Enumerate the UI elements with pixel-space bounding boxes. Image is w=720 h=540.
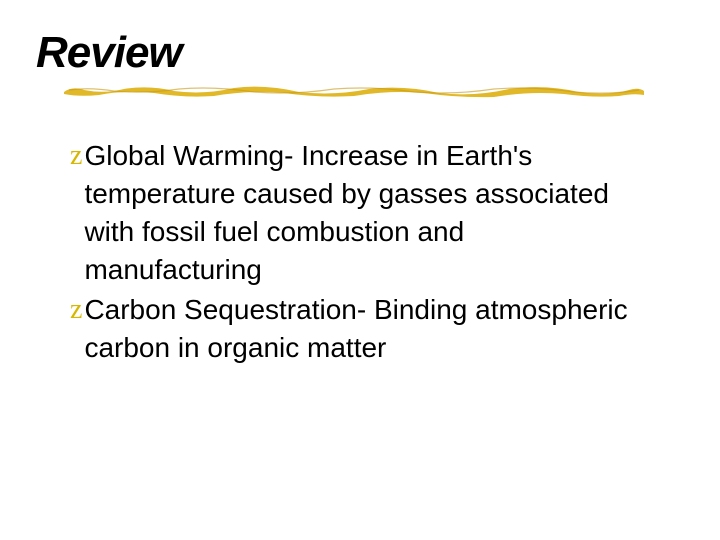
title-underline bbox=[30, 84, 690, 103]
bullet-text: Global Warming- Increase in Earth's temp… bbox=[84, 137, 630, 289]
bullet-item: z Global Warming- Increase in Earth's te… bbox=[70, 137, 630, 289]
bullet-marker-icon: z bbox=[70, 137, 82, 175]
brush-underline-icon bbox=[64, 84, 644, 98]
bullet-item: z Carbon Sequestration- Binding atmosphe… bbox=[70, 291, 630, 367]
slide: Review z Global Warming- Increase in Ear… bbox=[0, 0, 720, 540]
bullet-text: Carbon Sequestration- Binding atmospheri… bbox=[84, 291, 630, 367]
slide-content: z Global Warming- Increase in Earth's te… bbox=[30, 137, 690, 367]
slide-title: Review bbox=[30, 28, 690, 78]
bullet-marker-icon: z bbox=[70, 291, 82, 329]
